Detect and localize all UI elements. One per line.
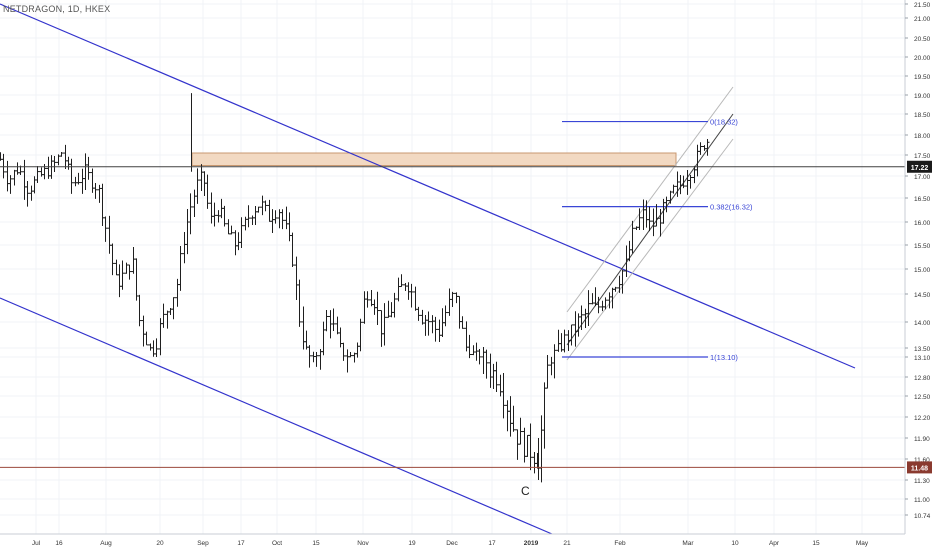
time-tick-label: 20 xyxy=(156,540,164,547)
price-tick-label: 13.50 xyxy=(914,346,931,353)
time-tick-label: 15 xyxy=(312,540,320,547)
price-tick-label: 11.00 xyxy=(914,497,930,504)
price-badges: 17.22 11.48 xyxy=(907,160,932,474)
support-price-badge-label: 11.48 xyxy=(911,465,928,472)
price-tick-label: 21.00 xyxy=(914,16,931,23)
price-tick-label: 20.00 xyxy=(914,55,931,62)
ohlc-bars[interactable] xyxy=(0,93,710,483)
channel-lower xyxy=(566,138,734,361)
price-tick-label: 11.60 xyxy=(914,457,930,464)
time-tick-label: 17 xyxy=(237,540,245,547)
lower-trendline xyxy=(0,297,553,535)
current-price-badge-bg xyxy=(907,160,932,173)
price-tick-label: 14.50 xyxy=(914,292,931,299)
price-axis[interactable]: 10.74 11.00 11.30 11.60 11.90 12.20 12.50 12.80… xyxy=(904,0,931,534)
time-tick-label: 15 xyxy=(812,540,820,547)
price-lines xyxy=(0,166,905,468)
price-tick-label: 18.50 xyxy=(914,112,931,119)
price-tick-label: 12.50 xyxy=(914,394,931,401)
channel-upper xyxy=(566,86,734,313)
time-tick-label: Sep xyxy=(197,540,209,547)
time-axis[interactable]: Jul 16 Aug 20 Sep 17 Oct 15 Nov 19 Dec 17 2019 21 Feb M… xyxy=(0,533,905,547)
price-tick-label: 17.50 xyxy=(914,153,931,160)
annotations: C xyxy=(521,484,530,498)
time-tick-label: 17 xyxy=(488,540,496,547)
price-tick-label: 14.00 xyxy=(914,320,931,327)
time-tick-label: 16 xyxy=(55,540,63,547)
time-tick-label: Mar xyxy=(682,540,694,547)
price-tick-label: 12.20 xyxy=(914,415,931,422)
trendlines[interactable] xyxy=(0,3,856,535)
price-tick-label: 19.00 xyxy=(914,93,931,100)
price-tick-label: 11.30 xyxy=(914,478,930,485)
symbol-label: NETDRAGON, 1D, HKEX xyxy=(3,4,111,14)
time-tick-label: Oct xyxy=(272,540,282,547)
price-tick-label: 20.50 xyxy=(914,36,931,43)
time-tick-label: Feb xyxy=(614,540,626,547)
upper-trendline xyxy=(0,3,856,369)
price-tick-label: 15.00 xyxy=(914,267,931,274)
price-tick-label: 13.10 xyxy=(914,355,931,362)
time-tick-label: Apr xyxy=(769,540,780,547)
resistance-zone[interactable] xyxy=(191,152,677,166)
price-tick-label: 17.00 xyxy=(914,174,931,181)
support-price-badge-bg xyxy=(907,461,932,474)
price-tick-label: 21.50 xyxy=(914,2,931,9)
price-tick-label: 16.50 xyxy=(914,196,931,203)
price-tick-label: 12.80 xyxy=(914,375,931,382)
current-price-badge-label: 17.22 xyxy=(911,165,929,172)
grid xyxy=(0,0,905,534)
price-tick-label: 11.90 xyxy=(914,436,930,443)
time-tick-label: 2019 xyxy=(524,540,539,547)
time-tick-label: May xyxy=(856,540,869,547)
time-tick-label: 10 xyxy=(731,540,739,547)
time-tick-label: 19 xyxy=(408,540,416,547)
fib-level-label: 0.382(16.32) xyxy=(710,203,753,212)
time-tick-label: Aug xyxy=(100,540,112,547)
resistance-zone-box xyxy=(191,152,677,166)
price-tick-label: 16.00 xyxy=(914,220,931,227)
time-tick-label: Nov xyxy=(357,540,369,547)
fib-level-label: 0(18.32) xyxy=(710,118,738,127)
price-tick-label: 15.50 xyxy=(914,243,931,250)
wave-label-c: C xyxy=(521,484,530,498)
time-tick-label: Dec xyxy=(446,540,458,547)
price-tick-label: 19.50 xyxy=(914,74,931,81)
price-tick-label: 18.00 xyxy=(914,133,931,140)
time-tick-label: Jul xyxy=(32,540,41,547)
fib-retracement[interactable]: 0(18.32) 0.382(16.32) 1(13.10) xyxy=(562,118,753,362)
fib-level-label: 1(13.10) xyxy=(710,353,738,362)
price-tick-label: 10.74 xyxy=(914,513,931,520)
time-tick-label: 21 xyxy=(563,540,571,547)
